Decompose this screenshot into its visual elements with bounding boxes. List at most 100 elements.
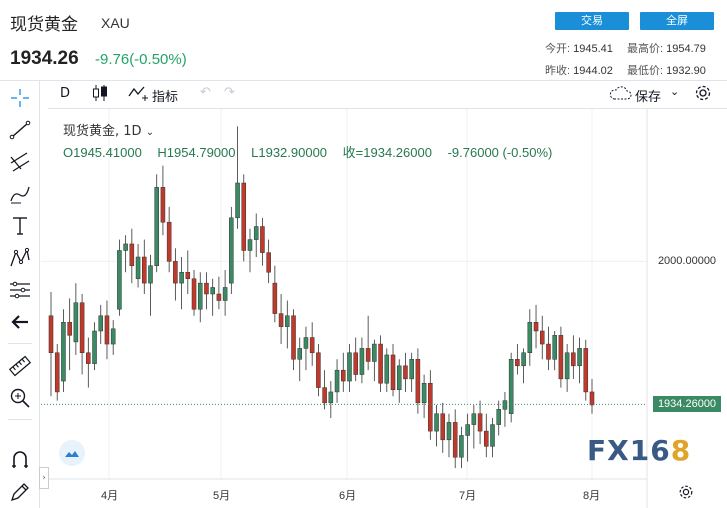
candle-body — [110, 328, 116, 345]
instrument-name: 现货黄金 — [10, 15, 78, 35]
candle-body — [260, 226, 265, 253]
x-axis-label: 4月 — [101, 490, 119, 502]
candle-body — [340, 369, 346, 382]
candlestick-chart[interactable] — [41, 109, 727, 508]
candle-body — [403, 365, 408, 380]
candle-body — [533, 322, 539, 332]
collapse-left-chevron-icon[interactable]: › — [39, 467, 49, 489]
candle-body — [148, 265, 153, 284]
fx168-watermark: FX168 — [587, 434, 692, 467]
text-tool-icon[interactable] — [7, 213, 33, 239]
chart-toolbar: D 指标 ↶ ↷ 保存 ⌄ — [0, 81, 727, 108]
pencil-lock-icon[interactable] — [7, 479, 33, 505]
candle-body — [253, 226, 259, 240]
candle-body — [73, 302, 79, 343]
candle-body — [166, 221, 172, 262]
axis-settings-gear-icon[interactable] — [678, 484, 694, 504]
candle-body — [334, 369, 340, 393]
candle-body — [508, 359, 514, 414]
header-divider — [0, 80, 727, 81]
redo-icon[interactable]: ↷ — [224, 85, 235, 100]
tools-divider — [8, 343, 32, 344]
candle-body — [496, 409, 501, 425]
candle-body — [235, 182, 240, 219]
candle-body — [446, 422, 452, 441]
ruler-icon[interactable] — [7, 353, 33, 379]
candle-body — [92, 330, 97, 364]
back-arrow-icon[interactable] — [7, 309, 33, 335]
brush-icon[interactable] — [7, 181, 33, 207]
candle-body — [589, 391, 595, 406]
candle-body — [353, 352, 358, 375]
trend-line-icon[interactable] — [7, 117, 33, 143]
undo-icon[interactable]: ↶ — [200, 85, 211, 100]
candle-body — [384, 354, 390, 384]
candle-body — [278, 313, 284, 327]
candle-type-icon[interactable] — [92, 84, 108, 106]
fullscreen-button[interactable]: 全屏 — [640, 12, 714, 30]
channel-icon[interactable] — [7, 149, 33, 175]
candle-body — [266, 252, 271, 273]
candle-body — [185, 271, 191, 280]
candle-body — [285, 315, 290, 327]
candle-body — [142, 256, 147, 284]
ohlc-change: -9.76000 (-0.50%) — [447, 145, 553, 160]
indicators-icon[interactable] — [128, 84, 150, 106]
price-axis-label-2000: 2000.00000 — [653, 253, 721, 270]
candle-body — [396, 365, 402, 391]
candle-body — [583, 348, 589, 393]
save-chevron-down-icon[interactable]: ⌄ — [670, 85, 680, 98]
drawing-toolbar — [0, 81, 40, 508]
indicators-button[interactable]: 指标 — [152, 90, 179, 105]
quote-header: 现货黄金 XAU 1934.26 -9.76(-0.50%) 交易 全屏 今开:… — [0, 0, 727, 80]
candle-body — [521, 352, 526, 367]
candle-body — [459, 435, 464, 458]
candle-body — [452, 422, 458, 458]
candle-body — [135, 256, 141, 280]
candle-body — [86, 352, 91, 364]
candle-body — [303, 337, 309, 349]
toolbar-divider — [48, 108, 727, 109]
pattern-icon[interactable] — [7, 245, 33, 271]
candle-body — [465, 424, 470, 436]
cloud-icon — [608, 85, 632, 105]
candles-group — [48, 126, 595, 469]
price-change: -9.76(-0.50%) — [95, 51, 187, 68]
candle-body — [546, 343, 551, 360]
stat-prev-close: 昨收: 1944.02 — [545, 65, 613, 77]
candle-body — [291, 315, 296, 360]
candle-body — [160, 187, 166, 223]
ohlc-legend: O1945.41000 H1954.79000 L1932.90000 收=19… — [63, 142, 564, 161]
candle-body — [365, 348, 371, 362]
chart-area[interactable]: 现货黄金, 1D ⌄ O1945.41000 H1954.79000 L1932… — [39, 109, 727, 508]
chart-grid — [41, 109, 647, 479]
candle-body — [434, 413, 439, 432]
chart-legend-title[interactable]: 现货黄金, 1D ⌄ — [63, 124, 155, 139]
candle-body — [440, 413, 446, 441]
candle-body — [564, 352, 570, 380]
magnet-icon[interactable] — [7, 447, 33, 473]
ohlc-high: H1954.79000 — [157, 145, 236, 160]
legend-chevron-down-icon[interactable]: ⌄ — [145, 127, 155, 138]
save-button[interactable]: 保存 — [635, 90, 662, 105]
crosshair-icon[interactable] — [7, 85, 33, 111]
x-axis-label: 7月 — [459, 490, 477, 502]
interval-button[interactable]: D — [60, 86, 71, 101]
trade-button[interactable]: 交易 — [555, 12, 629, 30]
candle-body — [129, 243, 135, 266]
candle-body — [390, 354, 396, 391]
candle-body — [48, 315, 54, 354]
candle-body — [197, 282, 203, 310]
measure-lines-icon[interactable] — [7, 277, 33, 303]
candle-body — [204, 282, 209, 295]
cloud-logo-icon[interactable] — [58, 439, 86, 471]
zoom-in-icon[interactable] — [7, 385, 33, 411]
candle-body — [328, 391, 334, 404]
candle-body — [471, 413, 477, 425]
settings-gear-icon[interactable] — [694, 84, 712, 106]
candle-body — [477, 413, 483, 432]
candle-body — [61, 322, 66, 382]
candle-body — [272, 282, 278, 314]
candle-body — [490, 424, 495, 447]
candle-body — [104, 315, 110, 345]
